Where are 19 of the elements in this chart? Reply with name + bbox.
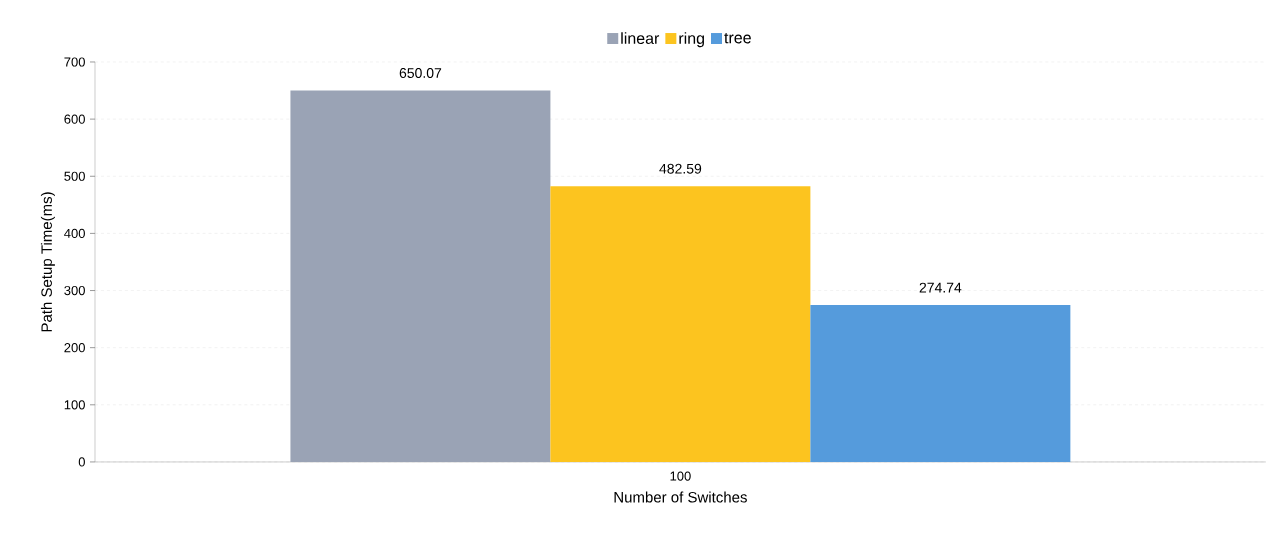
y-tick-label: 100 xyxy=(64,400,85,410)
y-tick-label: 600 xyxy=(64,114,85,124)
y-tick-label: 200 xyxy=(64,343,85,353)
bar xyxy=(550,186,811,462)
data-label: 274.74 xyxy=(919,282,962,293)
legend-label: ring xyxy=(679,32,704,48)
bar xyxy=(290,90,551,462)
y-tick-label: 0 xyxy=(78,457,85,467)
y-axis-title: Path Setup Time(ms) xyxy=(40,192,55,332)
data-label: 650.07 xyxy=(399,68,442,79)
bar xyxy=(810,305,1071,462)
legend-label: linear xyxy=(621,32,660,45)
y-tick-label: 400 xyxy=(64,228,85,239)
legend-label: tree xyxy=(724,32,751,44)
y-tick-label: 700 xyxy=(64,57,85,67)
x-axis-title: Number of Switches xyxy=(614,491,747,503)
y-tick-label: 300 xyxy=(64,285,85,296)
y-tick-label: 500 xyxy=(64,171,85,181)
data-label: 482.59 xyxy=(659,163,702,174)
